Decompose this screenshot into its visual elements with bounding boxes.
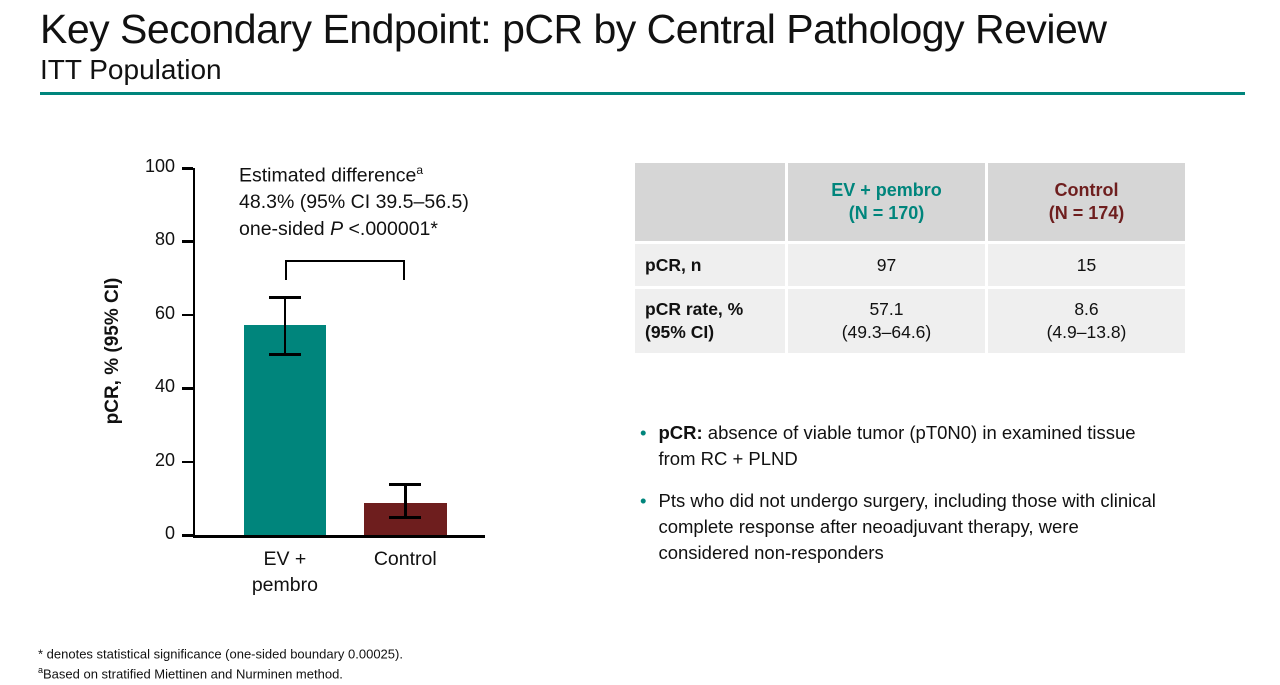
cell-pcr-rate-control: 8.6 (4.9–13.8) [988,289,1185,353]
y-tick-mark [182,167,193,170]
list-item-pcr-definition: • pCR: absence of viable tumor (pT0N0) i… [640,420,1162,473]
bullet-icon: • [640,489,647,511]
page-title: Key Secondary Endpoint: pCR by Central P… [40,6,1107,52]
y-tick-label: 40 [154,376,175,397]
row-label-pcr-n: pCR, n [635,244,785,286]
bullet-icon: • [640,422,647,443]
table-corner-cell [635,163,785,241]
category-label-ev-pembro: EV + pembro [251,548,318,597]
list-item-non-responders: • Pts who did not undergo surgery, inclu… [640,488,1162,567]
footnotes: * denotes statistical significance (one-… [38,644,403,684]
category-label-control: Control [373,548,437,570]
bracket-left-drop [284,259,287,280]
pcr-results-table: EV + pembro (N = 170) Control (N = 174) … [635,163,1185,353]
error-bar-ev-pembro [283,297,287,355]
y-tick-label: 0 [164,523,175,543]
table-header-ev-pembro: EV + pembro (N = 170) [788,163,985,241]
y-tick-label: 100 [144,156,175,176]
y-tick-mark [182,387,193,390]
superscript-a: a [416,163,424,177]
x-axis-line [192,535,485,538]
annotation-line-2: 48.3% (95% CI 39.5–56.5) [239,191,469,214]
page-subtitle: ITT Population [40,54,222,85]
error-cap-bottom-ev-pembro [268,352,301,356]
pcr-bar-chart: Estimated differencea 48.3% (95% CI 39.5… [145,156,485,596]
bullet-text: pCR: absence of viable tumor (pT0N0) in … [658,422,1136,470]
footnote-significance: * denotes statistical significance (one-… [38,646,403,662]
y-tick-mark [182,313,193,317]
bullet-text: Pts who did not undergo surgery, includi… [658,489,1156,564]
footnote-method: aBased on stratified Miettinen and Nurmi… [38,665,343,682]
y-tick-label: 20 [154,449,175,470]
error-bar-control [404,484,407,517]
error-cap-top-ev-pembro [268,296,301,300]
error-cap-bottom-control [389,515,422,519]
comparison-bracket [284,259,406,262]
annotation-line-1: Estimated differencea [239,163,424,187]
row-label-pcr-rate: pCR rate, % (95% CI) [635,289,785,353]
y-tick-mark [182,534,193,537]
y-tick-mark [182,240,193,243]
bar-ev-pembro [243,325,327,535]
cell-pcr-rate-ev-pembro: 57.1 (49.3–64.6) [788,289,985,353]
notes-list: • pCR: absence of viable tumor (pT0N0) i… [640,420,1162,581]
y-tick-label: 60 [154,302,175,323]
y-tick-mark [182,460,193,464]
estimated-difference-annotation: Estimated differencea 48.3% (95% CI 39.5… [239,162,469,243]
table-header-control: Control (N = 174) [988,163,1185,241]
y-axis-label: pCR, % (95% CI) [102,277,123,425]
cell-pcr-n-control: 15 [988,244,1185,286]
error-cap-top-control [389,482,422,486]
bracket-right-drop [403,259,406,280]
y-axis-line [192,168,195,538]
title-divider-rule [40,92,1245,95]
y-tick-label: 80 [154,229,175,250]
cell-pcr-n-ev-pembro: 97 [788,244,985,286]
annotation-line-3: one-sided P <.000001* [239,218,438,241]
